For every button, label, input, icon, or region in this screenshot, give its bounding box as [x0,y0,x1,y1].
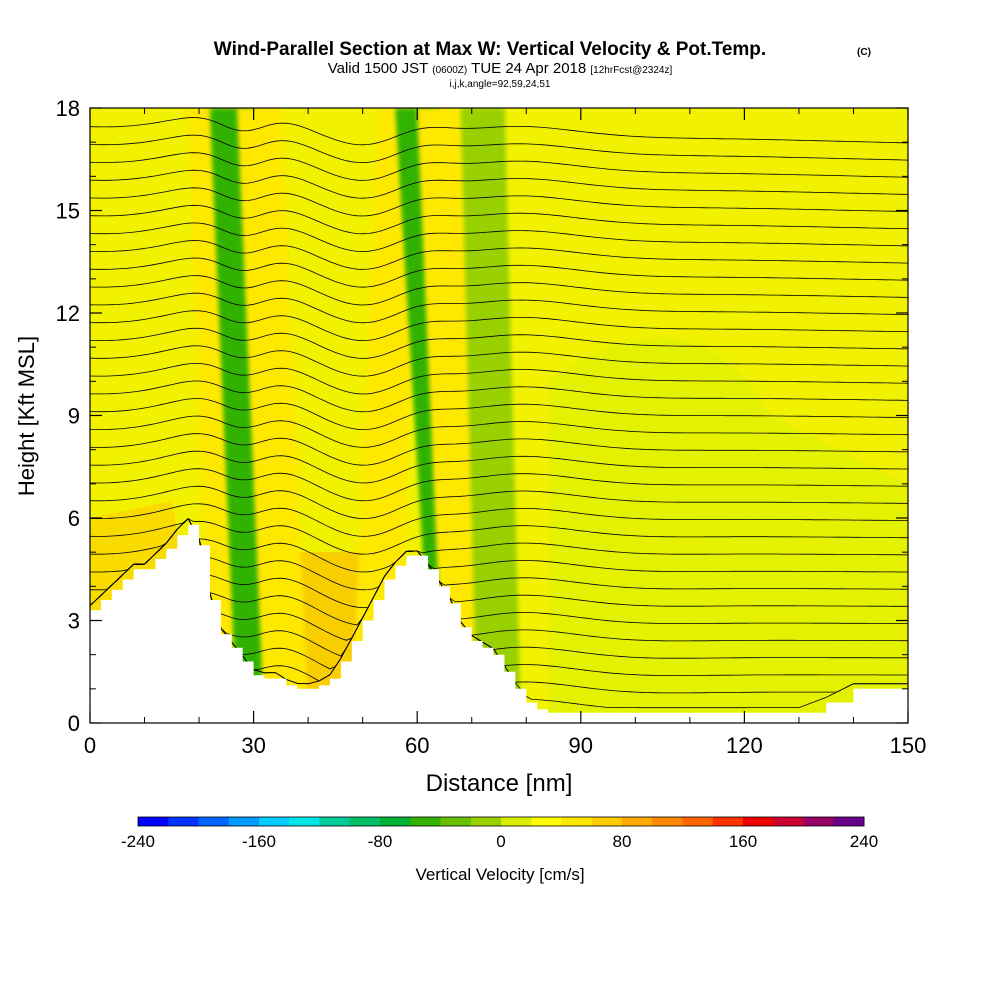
colorbar-swatch [198,817,230,826]
colorbar-swatch [228,817,260,826]
isentrope-line [90,450,908,484]
x-tick-label: 120 [726,733,763,758]
isentrope-line [90,485,908,520]
isentrope-line [90,257,908,288]
colorbar-swatch [712,817,744,826]
y-tick-label: 12 [56,301,80,326]
forecast-info: [12hrFcst@2324z] [590,65,672,76]
x-tick-label: 0 [84,733,96,758]
isentrope-line [90,152,908,181]
isentrope-line [90,240,908,270]
valid-prefix: Valid 1500 JST [328,60,428,77]
colorbar-frame [137,816,865,827]
colorbar-swatch [591,817,623,826]
isentrope-line [90,398,908,431]
colorbar-swatch [380,817,411,826]
isentrope-line [90,134,908,164]
isentrope-line [90,275,908,306]
colorbar-swatch [319,817,351,826]
x-tick-label: 30 [241,733,265,758]
updraft-band [237,108,309,723]
colorbar-swatch [561,817,593,826]
grid-indices: i,j,k,angle=92,59,24,51 [450,79,551,90]
colorbar-swatch [531,817,562,826]
velocity-shading [90,108,908,723]
isentrope-line [90,517,908,657]
valid-utc: (0600Z) [432,65,467,76]
colorbar-swatch [470,817,502,826]
isentrope-line [90,433,908,466]
x-axis-label: Distance [nm] [426,770,573,797]
terrain-mask [90,524,908,723]
axis-ticks: 0 30 60 90 120 150 0 3 6 9 12 15 18 [56,96,927,758]
x-tick-label: 60 [405,733,429,758]
isentrope-line [90,345,908,377]
colorbar-swatch [803,817,835,826]
colorbar-swatch [743,817,774,826]
colorbar-swatch [289,817,320,826]
colorbar-swatch [168,817,199,826]
isentrope-line [90,518,908,609]
isentrope-line [90,518,908,591]
isentrope-line [90,222,908,253]
colorbar-swatch [349,817,381,826]
colorbar: -240 -160 -80 0 80 160 240 [121,816,878,851]
x-tick-label: 90 [569,733,593,758]
valid-time-line: Valid 1500 JST (0600Z) TUE 24 Apr 2018 [… [328,60,673,77]
isentrope-line [90,380,908,413]
colorbar-tick-label: -240 [121,832,155,851]
isentrope-line [90,518,908,573]
isentrope-line [90,187,908,217]
colorbar-tick-label: 0 [496,832,505,851]
colorbar-swatch [622,817,653,826]
isentrope-line [90,518,908,555]
colorbar-label: Vertical Velocity [cm/s] [415,865,584,884]
colorbar-tick-label: -160 [242,832,276,851]
isentrope-line [90,204,908,235]
colorbar-swatch [259,817,290,826]
colorbar-swatch [501,817,532,826]
isentrope-line [90,363,908,395]
colorbar-tick-label: 80 [613,832,632,851]
colorbar-swatch [682,817,714,826]
isentrope-line [90,310,908,342]
x-tick-label: 150 [890,733,927,758]
downdraft-band [460,108,521,723]
colorbar-tick-label: 160 [729,832,757,851]
valid-date: TUE 24 Apr 2018 [471,60,586,77]
isentrope-line [90,327,908,359]
y-tick-label: 18 [56,96,80,121]
copyright-mark: (C) [857,47,871,58]
plot-area: 0 30 60 90 120 150 0 3 6 9 12 15 18 [56,96,927,758]
colorbar-tick-label: 240 [850,832,878,851]
colorbar-swatch [773,817,804,826]
colorbar-swatch [652,817,683,826]
isentrope-line [90,468,908,502]
colorbar-tick-label: -80 [368,832,393,851]
isentrope-line [90,518,908,641]
y-tick-label: 15 [56,199,80,224]
isentrope-line [90,117,908,146]
updraft-band [417,108,489,723]
y-tick-label: 9 [68,404,80,429]
isentrope-line [90,169,908,199]
chart-title: Wind-Parallel Section at Max W: Vertical… [214,39,766,60]
colorbar-swatch [440,817,472,826]
isentrope-line [90,503,908,537]
y-axis-label: Height [Kft MSL] [14,336,39,496]
colorbar-swatch [833,817,865,826]
weak-downward-region [548,337,908,723]
isentrope-line [90,518,908,626]
colorbar-swatch [138,817,169,826]
y-tick-label: 3 [68,609,80,634]
colorbar-swatch [410,817,441,826]
y-tick-label: 6 [68,506,80,531]
isentrope-line [90,415,908,448]
y-tick-label: 0 [68,711,80,736]
isentrope-line [90,292,908,324]
